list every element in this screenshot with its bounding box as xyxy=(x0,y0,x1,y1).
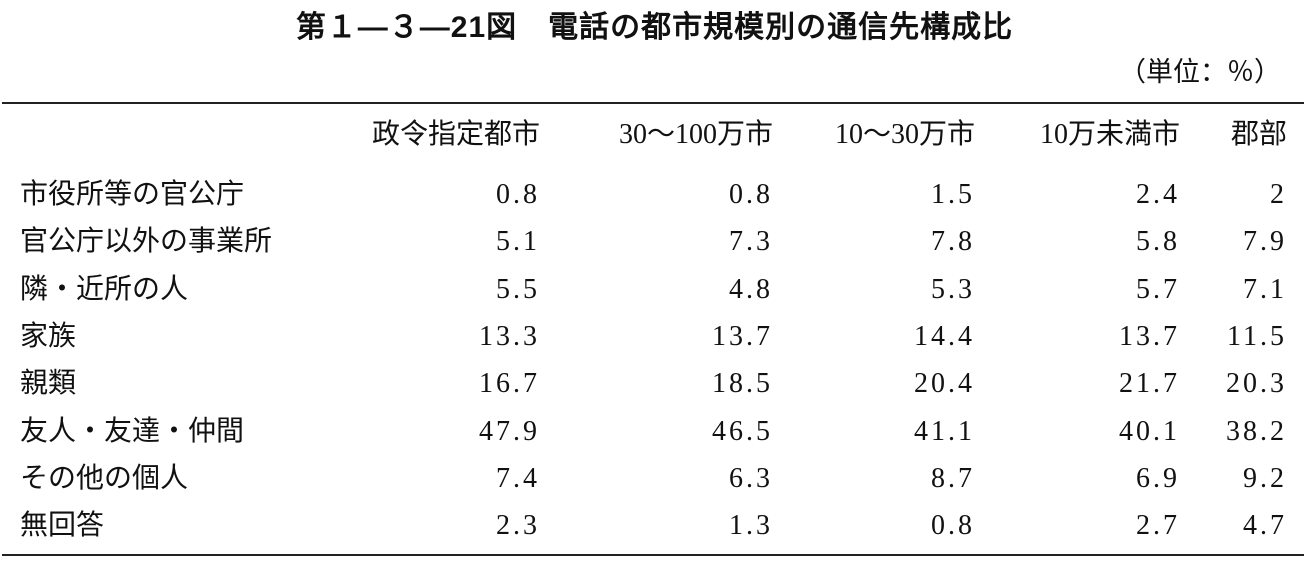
column-header: 郡部 xyxy=(1230,119,1287,150)
cell-value: 16.7 xyxy=(479,368,540,400)
cell-value: 1.5 xyxy=(931,179,975,210)
cell-value: 5.7 xyxy=(1136,273,1180,305)
cell-value: 6.9 xyxy=(1136,462,1180,494)
cell-value: 11.5 xyxy=(1227,320,1287,352)
cell-value: 7.3 xyxy=(729,226,773,258)
cell-value: 2.4 xyxy=(1136,179,1180,210)
row-label: 友人・友達・仲間 xyxy=(20,415,245,447)
cell-value: 5.5 xyxy=(496,273,540,305)
cell-value: 20.4 xyxy=(914,368,975,400)
title: 第１—３—21図 電話の都市規模別の通信先構成比 xyxy=(295,11,1014,44)
top-rule xyxy=(2,102,1304,104)
cell-value: 18.5 xyxy=(712,368,773,400)
cell-value: 0.8 xyxy=(729,179,773,210)
cell-value: 0.8 xyxy=(931,510,975,542)
cell-value: 6.3 xyxy=(729,462,773,494)
cell-value: 40.1 xyxy=(1119,415,1180,447)
cell-value: 13.7 xyxy=(712,320,773,352)
cell-value: 7.9 xyxy=(1243,226,1287,258)
cell-value: 9.2 xyxy=(1243,462,1287,494)
row-label: 隣・近所の人 xyxy=(20,273,189,305)
cell-value: 8.7 xyxy=(931,462,975,494)
cell-value: 14.4 xyxy=(914,320,975,352)
cell-value: 38.2 xyxy=(1226,415,1287,447)
row-label: 親類 xyxy=(20,368,77,400)
cell-value: 2.3 xyxy=(496,510,540,542)
cell-value: 0.8 xyxy=(496,179,540,210)
column-header: 30～100万市 xyxy=(618,119,773,150)
cell-value: 47.9 xyxy=(479,415,540,447)
cell-value: 41.1 xyxy=(914,415,975,447)
cell-value: 13.7 xyxy=(1119,320,1180,352)
cell-value: 21.7 xyxy=(1119,368,1180,400)
cell-value: 13.3 xyxy=(479,320,540,352)
cell-value: 4.7 xyxy=(1243,510,1287,542)
cell-value: 2 xyxy=(1270,179,1287,210)
row-label: その他の個人 xyxy=(20,462,189,494)
cell-value: 5.8 xyxy=(1136,226,1180,258)
cell-value: 2.7 xyxy=(1136,510,1180,542)
column-header: 10～30万市 xyxy=(834,119,975,150)
unit-note: （単位：％） xyxy=(1119,57,1281,87)
cell-value: 1.3 xyxy=(729,510,773,542)
column-header: 10万未満市 xyxy=(1039,119,1180,150)
row-label: 市役所等の官公庁 xyxy=(20,179,245,210)
cell-value: 7.1 xyxy=(1243,273,1287,305)
row-label: 家族 xyxy=(20,320,77,352)
bottom-rule xyxy=(2,554,1304,556)
cell-value: 20.3 xyxy=(1226,368,1287,400)
cell-value: 5.1 xyxy=(496,226,540,258)
cell-value: 5.3 xyxy=(931,273,975,305)
cell-value: 46.5 xyxy=(712,415,773,447)
row-label: 無回答 xyxy=(20,510,105,542)
column-header: 政令指定都市 xyxy=(371,119,540,150)
cell-value: 7.4 xyxy=(496,462,540,494)
cell-value: 4.8 xyxy=(729,273,773,305)
row-label: 官公庁以外の事業所 xyxy=(20,226,273,258)
cell-value: 7.8 xyxy=(931,226,975,258)
